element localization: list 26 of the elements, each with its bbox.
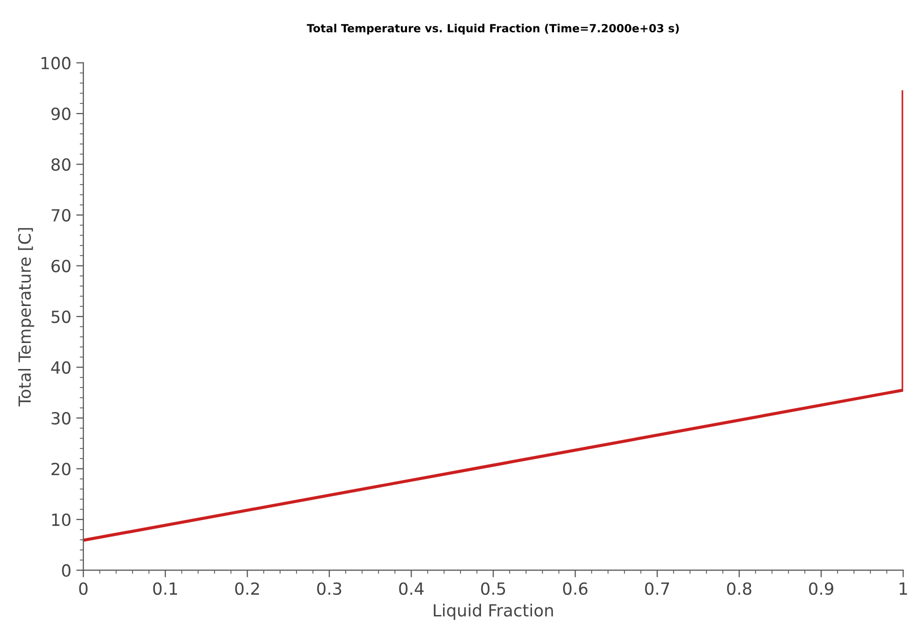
x-tick-label: 0.8 [727,582,752,595]
line-series [83,90,904,542]
y-tick-label: 30 [52,412,70,425]
chart-title: Total Temperature vs. Liquid Fraction (Time=7.2000e+03 s) [306,24,679,35]
y-tick-label: 70 [52,208,70,222]
y-tick-label: 90 [51,108,70,120]
y-tick-label: 0 [62,564,70,577]
y-tick-label: 100 [42,56,70,70]
x-tick-label: 0 [79,582,88,595]
x-tick-label: 0.6 [563,582,588,595]
y-tick-label: 20 [52,462,70,476]
x-axis-title: Liquid Fraction [434,604,553,620]
y-tick-label: 10 [52,513,70,526]
x-tick-label: 0.9 [809,582,834,595]
y-tick-label: 80 [51,158,70,171]
x-tick-label: 0.1 [153,582,178,595]
y-tick-label: 60 [52,260,70,272]
x-tick-label: 1 [900,582,907,595]
y-tick-label: 50 [52,310,70,324]
y-axis-title: Total Temperature [C] [18,228,34,406]
x-tick-label: 0.7 [645,582,670,595]
y-tick-label: 40 [51,361,70,374]
x-tick-label: 0.4 [399,582,424,595]
x-tick-label: 0.3 [317,582,342,595]
x-tick-label: 0.2 [235,582,259,595]
x-tick-label: 0.5 [481,582,506,595]
